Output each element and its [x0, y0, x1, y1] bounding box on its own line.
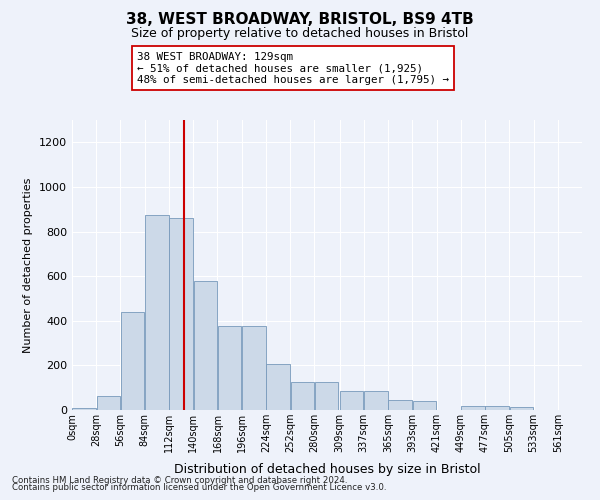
Text: 38, WEST BROADWAY, BRISTOL, BS9 4TB: 38, WEST BROADWAY, BRISTOL, BS9 4TB [126, 12, 474, 28]
Bar [413, 401, 436, 410]
Bar [266, 364, 290, 410]
Bar [169, 218, 193, 410]
Text: Contains public sector information licensed under the Open Government Licence v3: Contains public sector information licen… [12, 484, 386, 492]
Bar [461, 406, 485, 410]
Bar [194, 280, 217, 410]
Bar [509, 408, 533, 410]
Bar [145, 215, 169, 410]
Bar [73, 408, 96, 410]
Bar [364, 391, 388, 410]
Bar [121, 312, 145, 410]
Y-axis label: Number of detached properties: Number of detached properties [23, 178, 34, 352]
Text: Contains HM Land Registry data © Crown copyright and database right 2024.: Contains HM Land Registry data © Crown c… [12, 476, 347, 485]
Bar [242, 326, 266, 410]
Bar [315, 382, 338, 410]
Bar [340, 391, 364, 410]
Bar [218, 326, 241, 410]
Text: 38 WEST BROADWAY: 129sqm
← 51% of detached houses are smaller (1,925)
48% of sem: 38 WEST BROADWAY: 129sqm ← 51% of detach… [137, 52, 449, 85]
Bar [485, 406, 509, 410]
Text: Size of property relative to detached houses in Bristol: Size of property relative to detached ho… [131, 28, 469, 40]
X-axis label: Distribution of detached houses by size in Bristol: Distribution of detached houses by size … [173, 464, 481, 476]
Bar [290, 382, 314, 410]
Bar [97, 396, 120, 410]
Bar [388, 400, 412, 410]
